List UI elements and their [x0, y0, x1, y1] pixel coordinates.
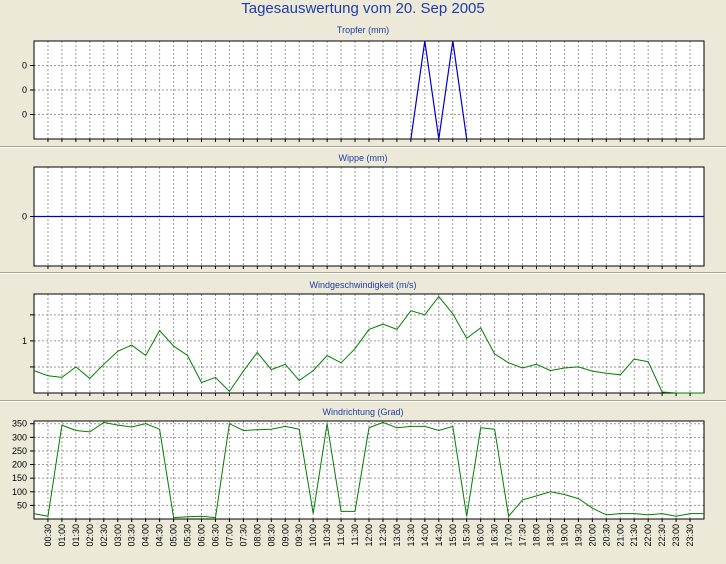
y-tick-label: 1 — [22, 336, 27, 346]
y-tick-label: 150 — [12, 473, 27, 483]
x-tick-label: 23:30 — [685, 524, 695, 547]
x-tick-label: 02:30 — [99, 524, 109, 547]
x-tick-label: 01:30 — [71, 524, 81, 547]
y-tick-label: 300 — [12, 432, 27, 442]
x-tick-label: 10:00 — [308, 524, 318, 547]
x-tick-label: 19:00 — [559, 524, 569, 547]
x-tick-label: 01:00 — [57, 524, 67, 547]
panel-divider — [0, 146, 726, 148]
x-tick-label: 13:00 — [392, 524, 402, 547]
x-tick-label: 15:30 — [462, 524, 472, 547]
x-tick-label: 02:00 — [85, 524, 95, 547]
panel-title-windrichtung: Windrichtung (Grad) — [322, 407, 404, 417]
x-tick-label: 19:30 — [573, 524, 583, 547]
x-tick-label: 09:00 — [280, 524, 290, 547]
x-tick-label: 18:30 — [545, 524, 555, 547]
x-tick-label: 12:00 — [364, 524, 374, 547]
x-tick-label: 11:30 — [350, 524, 360, 546]
x-tick-label: 17:00 — [504, 524, 514, 547]
x-tick-label: 20:30 — [601, 524, 611, 547]
x-tick-label: 22:00 — [643, 524, 653, 547]
x-tick-label: 13:30 — [406, 524, 416, 547]
x-tick-label: 07:30 — [238, 524, 248, 547]
x-tick-label: 04:30 — [155, 524, 165, 547]
y-tick-label: 50 — [17, 500, 27, 510]
y-tick-label: 0 — [22, 61, 27, 71]
series-line — [33, 295, 704, 394]
x-tick-label: 21:30 — [629, 524, 639, 547]
x-tick-label: 15:00 — [448, 524, 458, 547]
y-tick-label: 250 — [12, 446, 27, 456]
x-tick-label: 18:00 — [532, 524, 542, 547]
x-tick-label: 08:30 — [266, 524, 276, 547]
y-tick-label: 100 — [12, 487, 27, 497]
y-tick-label: 350 — [12, 419, 27, 429]
y-tick-label: 0 — [22, 212, 27, 222]
chart-title: Tagesauswertung vom 20. Sep 2005 — [241, 0, 485, 17]
x-tick-label: 08:00 — [252, 524, 262, 547]
x-tick-label: 22:30 — [657, 524, 667, 547]
x-tick-label: 16:00 — [476, 524, 486, 547]
x-tick-label: 09:30 — [294, 524, 304, 547]
x-tick-label: 03:30 — [127, 524, 137, 547]
panel-divider — [0, 400, 726, 402]
y-tick-label: 0 — [22, 85, 27, 95]
x-tick-label: 06:30 — [210, 524, 220, 547]
x-tick-label: 07:00 — [224, 524, 234, 547]
x-tick-label: 03:00 — [113, 524, 123, 547]
x-tick-label: 05:00 — [169, 524, 179, 547]
x-tick-label: 04:00 — [141, 524, 151, 547]
x-tick-label: 23:00 — [671, 524, 681, 547]
panel-title-tropfer: Tropfer (mm) — [336, 25, 390, 35]
x-tick-label: 11:00 — [336, 524, 346, 546]
x-tick-label: 21:00 — [615, 524, 625, 547]
x-tick-label: 14:00 — [420, 524, 430, 547]
series-line — [33, 421, 704, 519]
x-tick-label: 16:30 — [490, 524, 500, 547]
x-tick-label: 10:30 — [322, 524, 332, 547]
panel-title-windgeschwindigkeit: Windgeschwindigkeit (m/s) — [309, 280, 417, 290]
panel-title-wippe: Wippe (mm) — [338, 153, 388, 163]
y-tick-label: 0 — [22, 110, 27, 120]
x-tick-label: 00:30 — [43, 524, 53, 547]
panel-divider — [0, 272, 726, 274]
x-tick-label: 20:00 — [587, 524, 597, 547]
x-tick-label: 05:30 — [183, 524, 193, 547]
x-tick-label: 17:30 — [518, 524, 528, 547]
y-tick-label: 200 — [12, 460, 27, 470]
x-tick-label: 14:30 — [434, 524, 444, 547]
x-tick-label: 12:30 — [378, 524, 388, 547]
x-tick-label: 06:00 — [197, 524, 207, 547]
